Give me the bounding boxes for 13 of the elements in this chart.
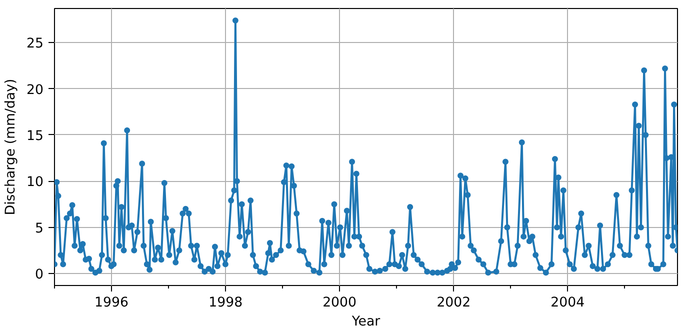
y-tick-label: 5: [35, 221, 44, 236]
y-axis-title: Discharge (mm/day): [4, 78, 19, 216]
x-tick-label: 2002: [436, 296, 471, 310]
y-tick-label: 0: [35, 267, 44, 282]
x-tick-label: 2000: [322, 296, 357, 310]
x-tick-label: 2004: [550, 296, 585, 310]
y-tick-label: 10: [26, 175, 44, 190]
y-tick-label: 15: [26, 128, 44, 144]
x-axis-title: Year: [350, 314, 381, 330]
x-tick-label: 1996: [94, 296, 128, 310]
x-tick-label: 1998: [208, 296, 243, 310]
y-tick-label: 20: [26, 82, 44, 98]
y-tick-label: 25: [26, 36, 44, 52]
